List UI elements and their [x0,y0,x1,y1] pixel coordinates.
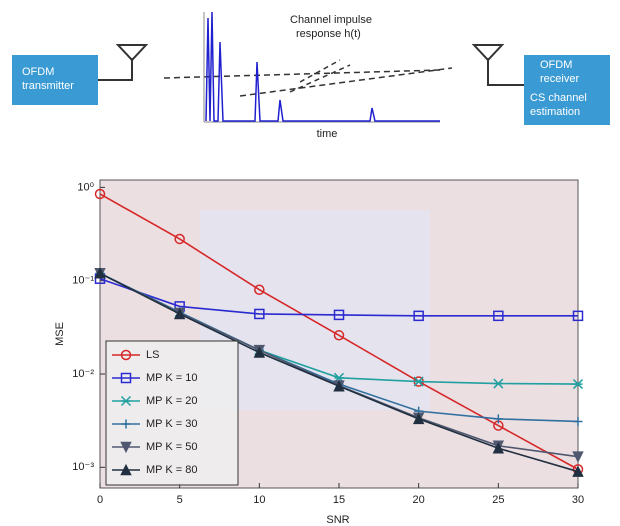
antenna-wire [487,58,524,86]
marker [333,330,345,341]
marker [572,379,584,390]
chart: SNR MSE 0 5 10 15 20 25 30 10⁰ 10⁻¹ 10⁻² 10⁻³ LS MP … [54,179,584,526]
transmitter-label: OFDM [22,66,54,78]
receiver-label: CS channel [530,92,587,104]
transmitter-box [12,55,98,105]
channel-diagram: OFDM transmitter time Channel impulse re… [12,11,610,140]
x-tick-label: 0 [97,494,103,506]
impulse-response [205,11,440,122]
marker [413,310,424,322]
marker [94,267,106,279]
y-tick-label: 10⁻¹ [72,275,94,287]
marker [333,309,345,321]
marker [573,416,583,426]
y-axis-label: MSE [54,322,66,346]
legend-label: MP K = 30 [146,418,197,430]
legend-label: MP K = 20 [146,395,197,407]
legend-label: LS [146,349,159,361]
legend-label: MP K = 80 [146,464,197,476]
y-tick-label: 10⁻³ [72,461,94,473]
marker [572,451,584,463]
antenna-wire [98,58,133,81]
legend-label: MP K = 10 [146,372,197,384]
channel-label: Channel impulse [290,14,372,26]
transmitter-label: transmitter [22,80,74,92]
marker [120,395,132,407]
marker [333,380,345,392]
x-axis-label: SNR [326,514,349,526]
x-tick-label: 20 [413,494,425,506]
marker [493,310,504,322]
time-label: time [317,128,338,140]
marker [493,378,504,389]
marker [253,346,266,358]
marker [413,376,424,387]
pointer [299,59,341,83]
marker [121,419,131,429]
marker [120,463,132,476]
marker [254,308,265,320]
x-tick-label: 10 [253,494,265,506]
marker [120,441,132,454]
marker [120,372,132,384]
marker [120,349,132,361]
marker [492,442,505,454]
marker [572,465,584,477]
x-tick-label: 15 [333,494,345,506]
antenna [471,44,505,62]
legend: LS MP K = 10 MP K = 20 MP K = 30 MP K = 50 MP… [105,340,239,486]
antenna [115,44,149,62]
receiver-box [524,55,610,125]
marker [94,188,106,200]
marker [412,412,425,425]
series-line [99,277,578,317]
x-tick-label: 5 [177,494,183,506]
path-arrow [163,69,441,79]
marker [493,414,503,424]
y-tick-label: 10⁻² [72,368,94,380]
pointer [289,64,351,93]
channel-label: response h(t) [296,28,361,40]
legend-box [105,340,239,486]
receiver-label: receiver [540,73,579,85]
marker [254,284,265,295]
path-arrow [239,67,453,97]
series-line [99,193,579,471]
marker [174,233,185,245]
marker [572,310,584,322]
marker [173,307,186,320]
receiver-label: estimation [530,106,580,118]
x-tick-label: 30 [572,494,584,506]
receiver-label: OFDM [540,59,572,71]
x-tick-label: 25 [492,494,504,506]
legend-label: MP K = 50 [146,441,197,453]
y-tick-label: 10⁰ [77,181,94,193]
